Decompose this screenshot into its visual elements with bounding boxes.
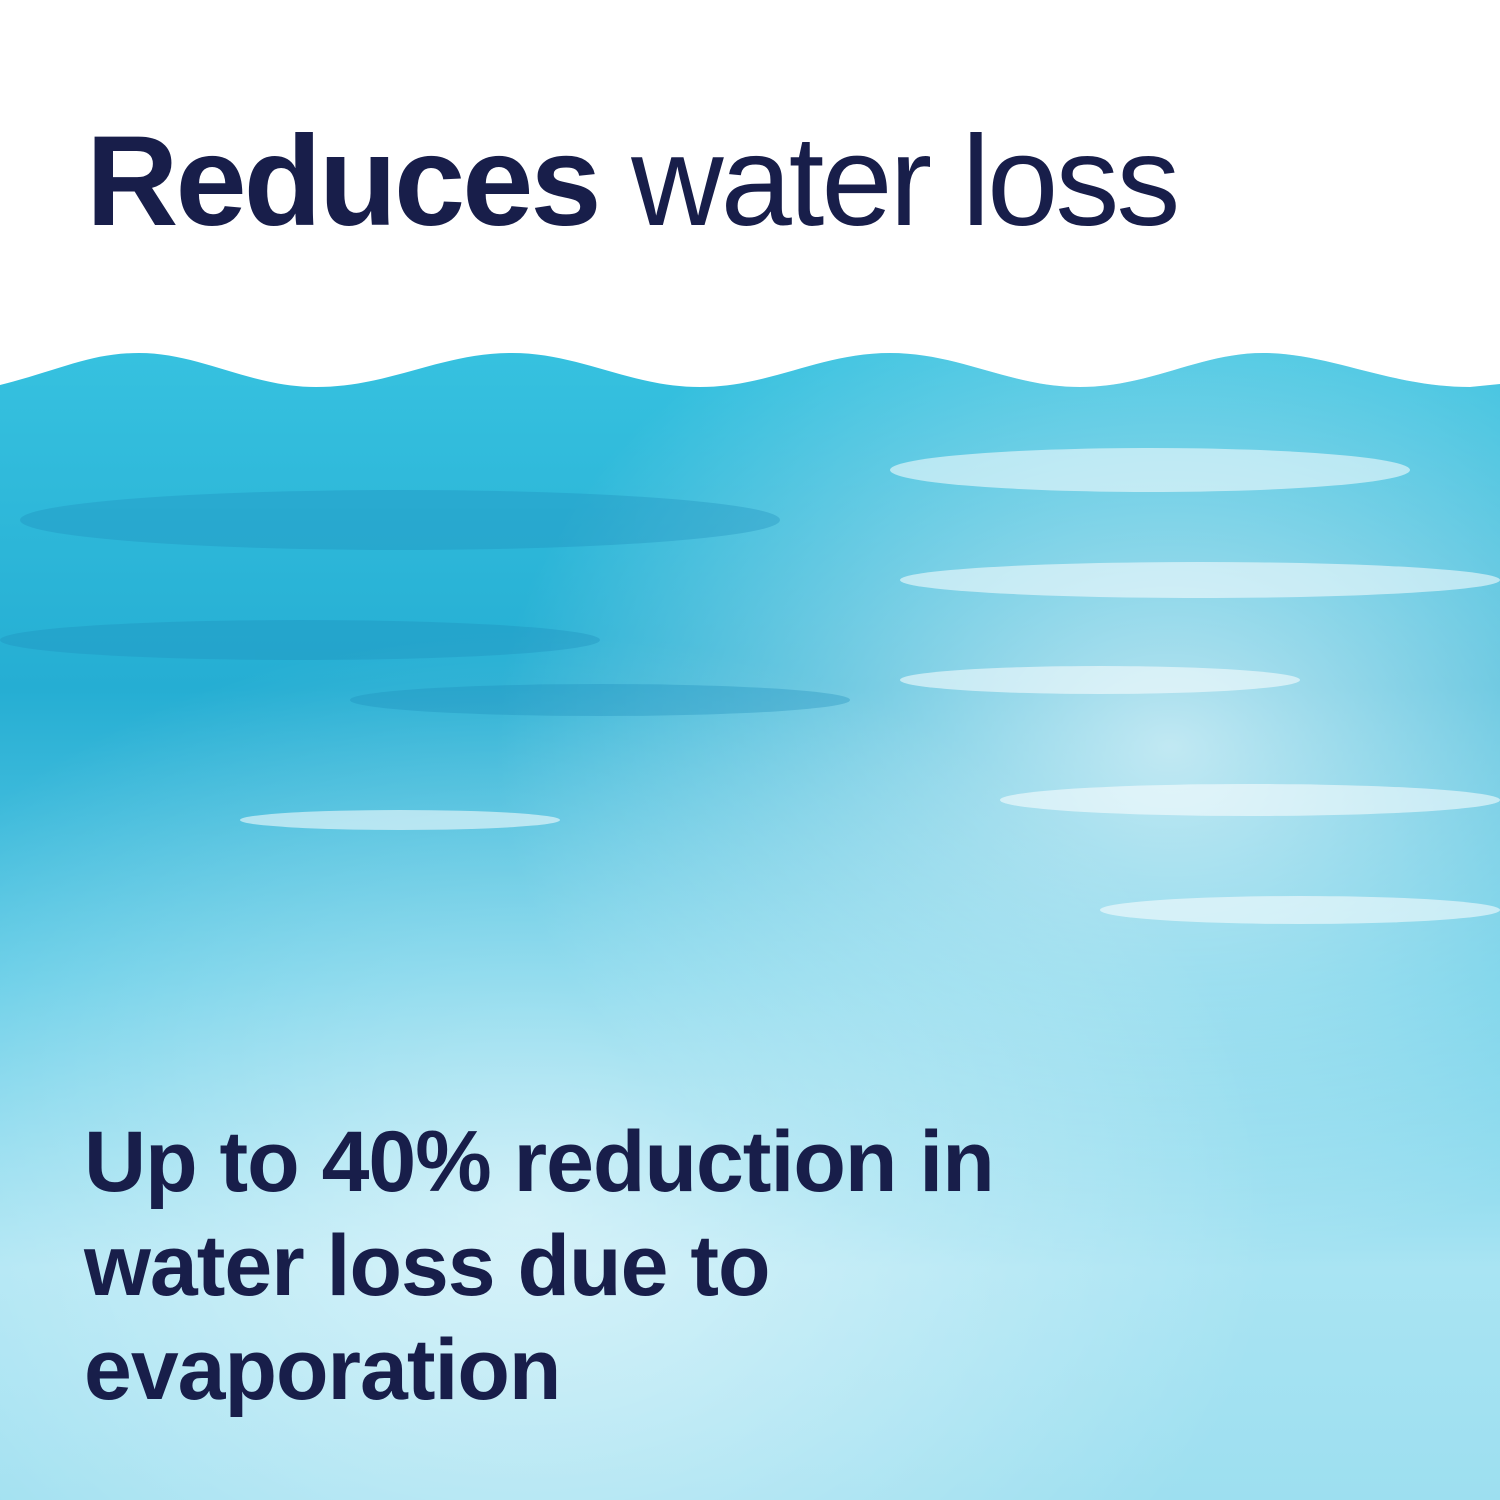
body-text: Up to 40% reduction in water loss due to… bbox=[84, 1114, 995, 1418]
headline-bold: Reduces bbox=[86, 110, 602, 253]
headline: Reduces water loss bbox=[86, 118, 1180, 246]
headline-regular: water loss bbox=[631, 110, 1180, 253]
